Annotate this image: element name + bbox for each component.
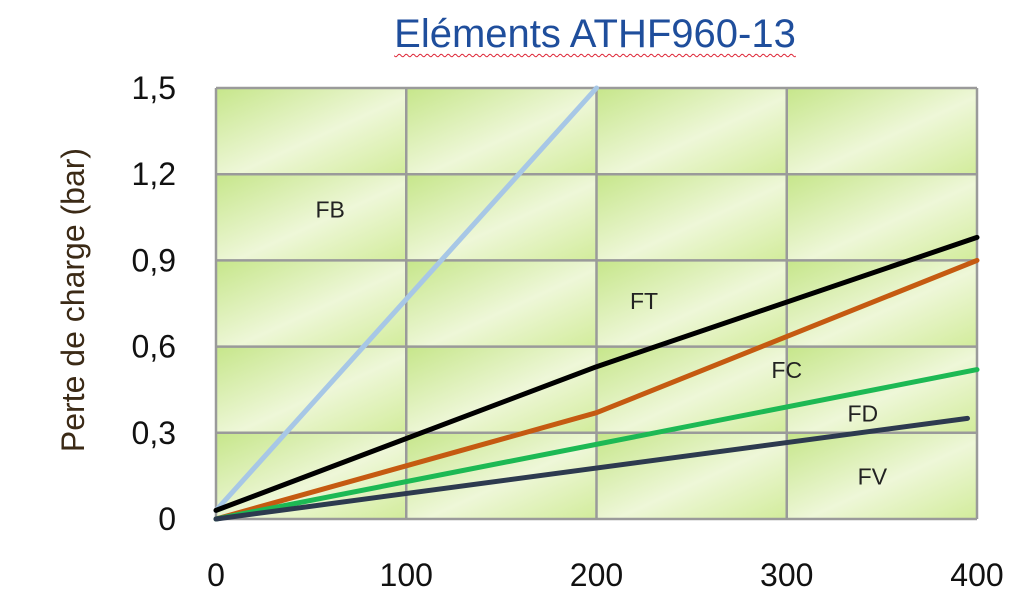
y-axis-label: Perte de charge (bar) bbox=[55, 148, 91, 452]
y-tick-label: 0 bbox=[158, 501, 176, 537]
chart-title: Eléments ATHF960-13 bbox=[394, 12, 796, 56]
series-line-fv bbox=[213, 415, 970, 522]
plot-cell bbox=[786, 432, 977, 519]
series-line-ft bbox=[213, 234, 980, 513]
y-tick-label: 1,2 bbox=[132, 156, 176, 192]
y-tick-label: 0,6 bbox=[132, 329, 176, 365]
y-tick-label: 1,5 bbox=[132, 70, 176, 106]
series-line-fc bbox=[213, 257, 980, 522]
series-lines bbox=[213, 85, 980, 522]
series-label-fd: FD bbox=[848, 400, 879, 426]
plot-cell bbox=[216, 174, 407, 261]
grid-lines bbox=[214, 86, 979, 521]
y-tick-labels: 0 0,3 0,6 0,9 1,2 1,5 bbox=[132, 70, 176, 537]
plot-cell bbox=[786, 88, 977, 175]
x-tick-labels: 0 100 200 300 400 bbox=[207, 557, 1004, 593]
series-label-fv: FV bbox=[858, 464, 888, 490]
y-tick-label: 0,3 bbox=[132, 415, 176, 451]
plot-cell bbox=[596, 174, 787, 261]
plot-cell bbox=[406, 346, 597, 433]
plot-cell bbox=[216, 346, 407, 433]
series-label-fc: FC bbox=[771, 357, 802, 383]
x-tick-label: 100 bbox=[380, 557, 433, 593]
x-tick-label: 300 bbox=[760, 557, 813, 593]
plot-cell bbox=[596, 88, 787, 175]
y-tick-label: 0,9 bbox=[132, 242, 176, 278]
plot-cell bbox=[406, 174, 597, 261]
plot-background bbox=[216, 88, 977, 519]
plot-cell bbox=[406, 260, 597, 347]
plot-cell bbox=[596, 346, 787, 433]
series-line-fb bbox=[213, 85, 599, 513]
x-tick-label: 400 bbox=[950, 557, 1003, 593]
series-label-fb: FB bbox=[315, 196, 344, 222]
series-line-fd bbox=[213, 367, 980, 522]
series-labels: FB FT FC FD FV bbox=[315, 196, 887, 489]
x-tick-label: 0 bbox=[207, 557, 225, 593]
series-label-ft: FT bbox=[630, 288, 658, 314]
x-tick-label: 200 bbox=[570, 557, 623, 593]
plot-cell bbox=[216, 88, 407, 175]
plot-cell bbox=[406, 88, 597, 175]
